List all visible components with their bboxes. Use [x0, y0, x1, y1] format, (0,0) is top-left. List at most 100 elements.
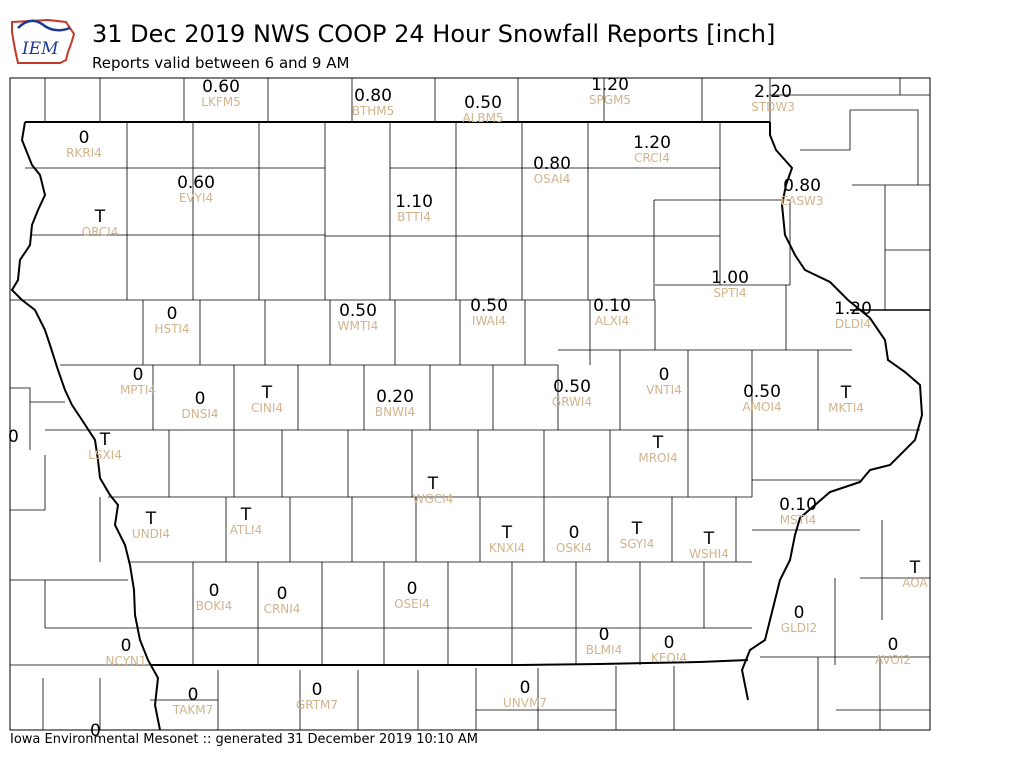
station-id: OSAI4	[534, 172, 571, 186]
station-value: T	[94, 207, 106, 227]
station-value: 2.20	[754, 82, 792, 102]
station-id: ATLI4	[230, 523, 262, 537]
page-subtitle: Reports valid between 6 and 9 AM	[92, 54, 350, 72]
station-id: TAKM7	[172, 703, 213, 717]
station-value: 0	[209, 581, 220, 601]
station-id: ORCI4	[82, 225, 119, 239]
station-id: DLDI4	[835, 317, 871, 331]
station-id: SPTI4	[713, 286, 746, 300]
station-value: T	[427, 474, 439, 494]
state-boundaries	[10, 121, 924, 730]
station-value: 0.50	[464, 93, 502, 113]
station-value: 0	[167, 304, 178, 324]
station-value: 0	[659, 365, 670, 385]
station-value: 0	[188, 685, 199, 705]
station-id: AOA	[902, 576, 928, 590]
station-value: 1.10	[395, 192, 433, 212]
station-id: DNSI4	[181, 407, 218, 421]
station-id: ALXI4	[595, 314, 629, 328]
station-id: BTHM5	[352, 104, 395, 118]
station-id: SPGM5	[589, 93, 631, 107]
station-value: T	[99, 430, 111, 450]
station-value: 0	[121, 636, 132, 656]
station-value: 0	[407, 579, 418, 599]
station-id: GRTM7	[296, 698, 338, 712]
station-id: GRWI4	[552, 395, 592, 409]
station-value: 0.20	[376, 387, 414, 407]
station-id: WMTI4	[338, 319, 379, 333]
iem-logo: IEM	[11, 18, 76, 64]
station-value: 0.60	[177, 173, 215, 193]
station-id: MSTI4	[780, 513, 816, 527]
station-id: NCYN1	[105, 654, 146, 668]
station-value: 1.20	[834, 299, 872, 319]
station-id: VNTI4	[646, 383, 682, 397]
station-value: 0	[520, 678, 531, 698]
edge-value-left: 0	[8, 427, 19, 447]
station-id: UNVM7	[503, 696, 547, 710]
county-lines	[10, 78, 930, 730]
station-id: LSXI4	[88, 448, 122, 462]
page-title: 31 Dec 2019 NWS COOP 24 Hour Snowfall Re…	[92, 20, 776, 48]
station-id: MKTI4	[828, 401, 864, 415]
station-id: BOKI4	[196, 599, 233, 613]
station-value: T	[501, 523, 513, 543]
logo-text: IEM	[21, 39, 59, 59]
station-id: LKFM5	[201, 95, 240, 109]
station-id: RKRI4	[66, 146, 102, 160]
station-value: T	[703, 529, 715, 549]
station-id: EVYI4	[179, 191, 213, 205]
station-id: ALBM5	[462, 111, 503, 125]
station-id: GLDI2	[781, 621, 817, 635]
station-id: EASW3	[781, 194, 824, 208]
station-id: UNDI4	[132, 527, 170, 541]
station-value: 0.80	[533, 154, 571, 174]
station-value: T	[909, 558, 921, 578]
iowa-outline-icon	[11, 18, 76, 64]
station-value: T	[840, 383, 852, 403]
station-id: MROI4	[638, 451, 677, 465]
station-id: AMOI4	[742, 400, 781, 414]
map-frame	[9, 77, 931, 731]
station-id: CRCI4	[634, 151, 670, 165]
station-id: WGCI4	[413, 492, 454, 506]
station-value: 0.10	[593, 296, 631, 316]
station-value: 0.50	[470, 296, 508, 316]
station-id: HSTI4	[154, 322, 189, 336]
station-id: WSHI4	[689, 547, 729, 561]
station-id: AVOI2	[875, 653, 911, 667]
logo-swoosh-icon	[17, 19, 71, 32]
station-value: 0.80	[783, 176, 821, 196]
